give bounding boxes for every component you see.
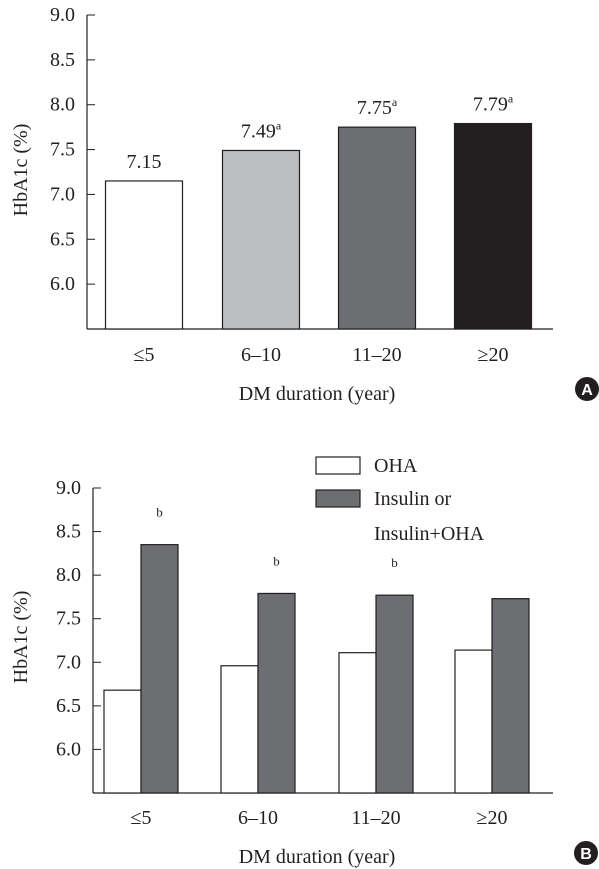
bar-oha xyxy=(103,689,142,794)
panel-badge xyxy=(575,377,599,401)
data-label-value: 7.15 xyxy=(127,151,162,173)
panel-a: 9.0 8.5 8.0 7.5 7.0 6.5 6.0 HbA1c (%) ≤5 6–10 11–2… xyxy=(10,4,599,405)
x-tick-label: ≤5 xyxy=(134,344,155,366)
y-tick-label: 8.5 xyxy=(56,521,81,543)
significance-marker: b xyxy=(156,505,163,520)
bar xyxy=(221,149,301,330)
bar xyxy=(337,126,417,330)
bar-insulin xyxy=(491,598,530,794)
data-label-superscript: a xyxy=(508,92,514,106)
y-tick-label: 6.0 xyxy=(56,738,81,760)
x-tick-label: 6–10 xyxy=(241,344,281,366)
legend: OHA Insulin or Insulin+OHA xyxy=(315,455,485,545)
data-label-value: 7.49 xyxy=(241,120,276,142)
x-tick-label: ≥20 xyxy=(478,344,509,366)
x-tick-label: 11–20 xyxy=(351,807,400,829)
bar-oha xyxy=(220,665,259,794)
y-tick-label: 6.5 xyxy=(50,228,75,250)
x-tick-label: ≥20 xyxy=(477,807,508,829)
bar xyxy=(453,122,533,330)
y-axis-title: HbA1c (%) xyxy=(10,591,32,684)
panel-badge-label: B xyxy=(580,846,592,863)
significance-marker: b xyxy=(273,553,280,568)
panel-badge xyxy=(574,841,598,865)
y-tick-label: 6.5 xyxy=(56,695,81,717)
y-tick-label: 9.0 xyxy=(50,4,75,26)
data-label-value: 7.79 xyxy=(473,94,508,116)
y-tick-label: 8.0 xyxy=(56,564,81,586)
bar-oha xyxy=(338,652,377,794)
data-label: 7.75a xyxy=(357,95,398,119)
y-tick-label: 7.0 xyxy=(56,651,81,673)
x-axis-title: DM duration (year) xyxy=(239,846,396,868)
bar xyxy=(104,180,184,330)
y-tick-label: 7.5 xyxy=(50,139,75,161)
y-tick-label: 8.0 xyxy=(50,94,75,116)
data-label-superscript: a xyxy=(276,118,282,132)
y-axis-title: HbA1c (%) xyxy=(10,124,32,217)
data-label: 7.15 xyxy=(127,151,162,173)
x-axis-title: DM duration (year) xyxy=(239,383,396,405)
bar-oha xyxy=(454,649,493,794)
y-tick-label: 6.0 xyxy=(50,273,75,295)
bar-insulin xyxy=(140,544,179,794)
y-tick-label: 8.5 xyxy=(50,49,75,71)
data-label: 7.79a xyxy=(473,92,514,116)
legend-label-insulin-line1: Insulin or xyxy=(374,488,452,510)
legend-label-oha: OHA xyxy=(374,455,418,477)
y-tick-label: 7.0 xyxy=(50,183,75,205)
data-label-superscript: a xyxy=(392,95,398,109)
x-tick-label: ≤5 xyxy=(131,807,152,829)
panel-b: 9.0 8.5 8.0 7.5 7.0 6.5 6.0 HbA1c (%) ≤5 6–10 11–2… xyxy=(10,455,598,868)
x-tick-label: 11–20 xyxy=(352,344,401,366)
bar-insulin xyxy=(257,592,296,794)
x-tick-label: 6–10 xyxy=(238,807,278,829)
legend-swatch-oha xyxy=(315,456,361,475)
y-tick-label: 7.5 xyxy=(56,608,81,630)
legend-swatch-insulin xyxy=(315,489,361,508)
y-tick-label: 9.0 xyxy=(56,477,81,499)
legend-label-insulin-line2: Insulin+OHA xyxy=(374,523,485,545)
data-label-value: 7.75 xyxy=(357,97,392,119)
significance-marker: b xyxy=(391,555,398,570)
bar-insulin xyxy=(375,594,414,794)
panel-badge-label: A xyxy=(581,382,593,399)
data-label: 7.49a xyxy=(241,118,282,142)
